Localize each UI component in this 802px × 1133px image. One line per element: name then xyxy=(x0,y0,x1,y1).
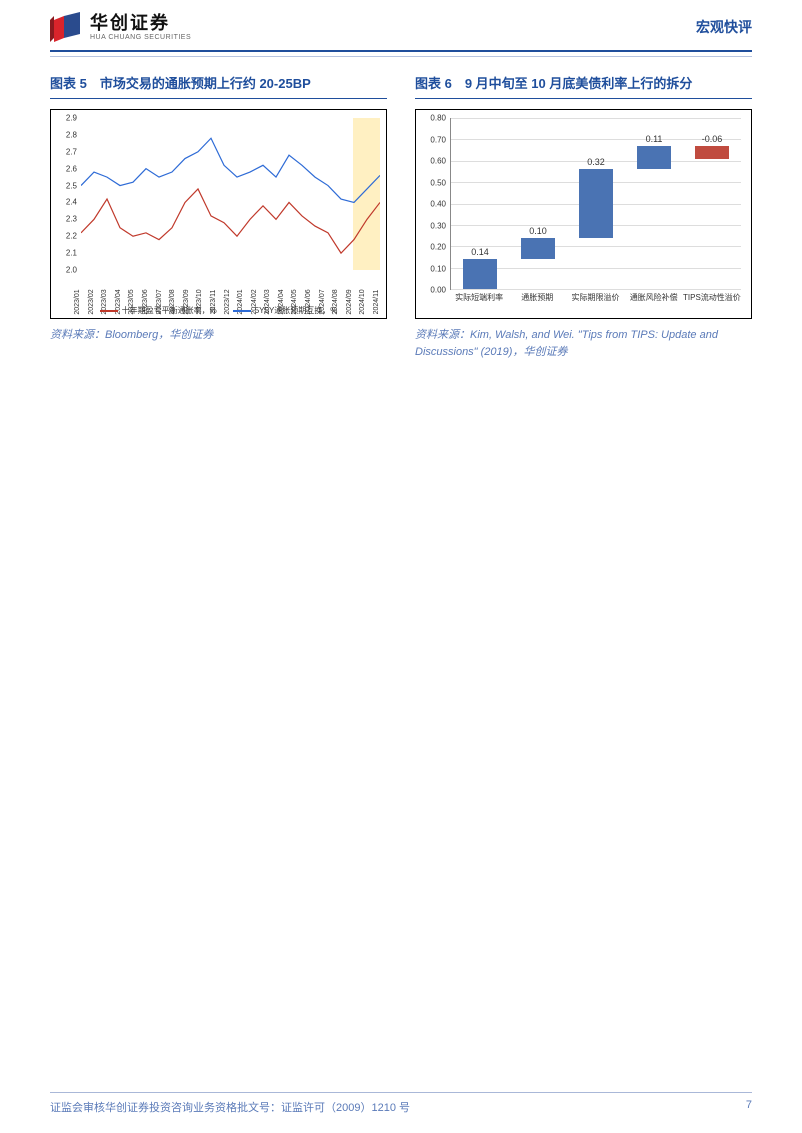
logo: 华创证券 HUA CHUANG SECURITIES xyxy=(50,12,191,42)
content: 图表 5 市场交易的通胀预期上行约 20-25BP 2.02.12.22.32.… xyxy=(0,73,802,360)
footer-left: 证监会审核华创证券投资咨询业务资格批文号：证监许可（2009）1210 号 xyxy=(50,1099,410,1115)
figure-6-title: 图表 6 9 月中旬至 10 月底美债利率上行的拆分 xyxy=(415,73,752,99)
page-number: 7 xyxy=(746,1099,752,1115)
figure-6: 图表 6 9 月中旬至 10 月底美债利率上行的拆分 0.000.100.200… xyxy=(415,73,752,360)
doc-type: 宏观快评 xyxy=(696,17,752,37)
figure-6-source: 资料来源：Kim, Walsh, and Wei. "Tips from TIP… xyxy=(415,327,752,360)
header-rule xyxy=(50,50,752,52)
figure-5-plot xyxy=(81,118,380,270)
figure-6-plot: 0.140.100.320.11-0.06 xyxy=(450,118,741,290)
company-name-en: HUA CHUANG SECURITIES xyxy=(90,34,191,41)
logo-icon xyxy=(50,12,84,42)
figure-5-chart: 2.02.12.22.32.42.52.62.72.82.9 2023/0120… xyxy=(50,109,387,319)
header-rule-thin xyxy=(50,56,752,57)
figure-6-xaxis: 实际短端利率通胀预期实际期限溢价通胀风险补偿TIPS流动性溢价 xyxy=(450,292,741,312)
logo-text: 华创证券 HUA CHUANG SECURITIES xyxy=(90,14,191,41)
page-header: 华创证券 HUA CHUANG SECURITIES 宏观快评 xyxy=(0,0,802,50)
figure-5-yaxis: 2.02.12.22.32.42.52.62.72.82.9 xyxy=(53,118,79,270)
figure-5-xaxis: 2023/012023/022023/032023/042023/052023/… xyxy=(81,270,380,302)
page-footer: 证监会审核华创证券投资咨询业务资格批文号：证监许可（2009）1210 号 7 xyxy=(50,1092,752,1115)
figure-5-legend: 十年期盈亏平衡通胀率，%5Y5Y通胀预期互换，% xyxy=(51,305,386,317)
figure-5: 图表 5 市场交易的通胀预期上行约 20-25BP 2.02.12.22.32.… xyxy=(50,73,387,360)
figure-5-title: 图表 5 市场交易的通胀预期上行约 20-25BP xyxy=(50,73,387,99)
company-name-cn: 华创证券 xyxy=(90,14,191,32)
figure-6-yaxis: 0.000.100.200.300.400.500.600.700.80 xyxy=(418,118,448,290)
figure-5-source: 资料来源：Bloomberg，华创证券 xyxy=(50,327,387,344)
figure-6-chart: 0.000.100.200.300.400.500.600.700.80 0.1… xyxy=(415,109,752,319)
